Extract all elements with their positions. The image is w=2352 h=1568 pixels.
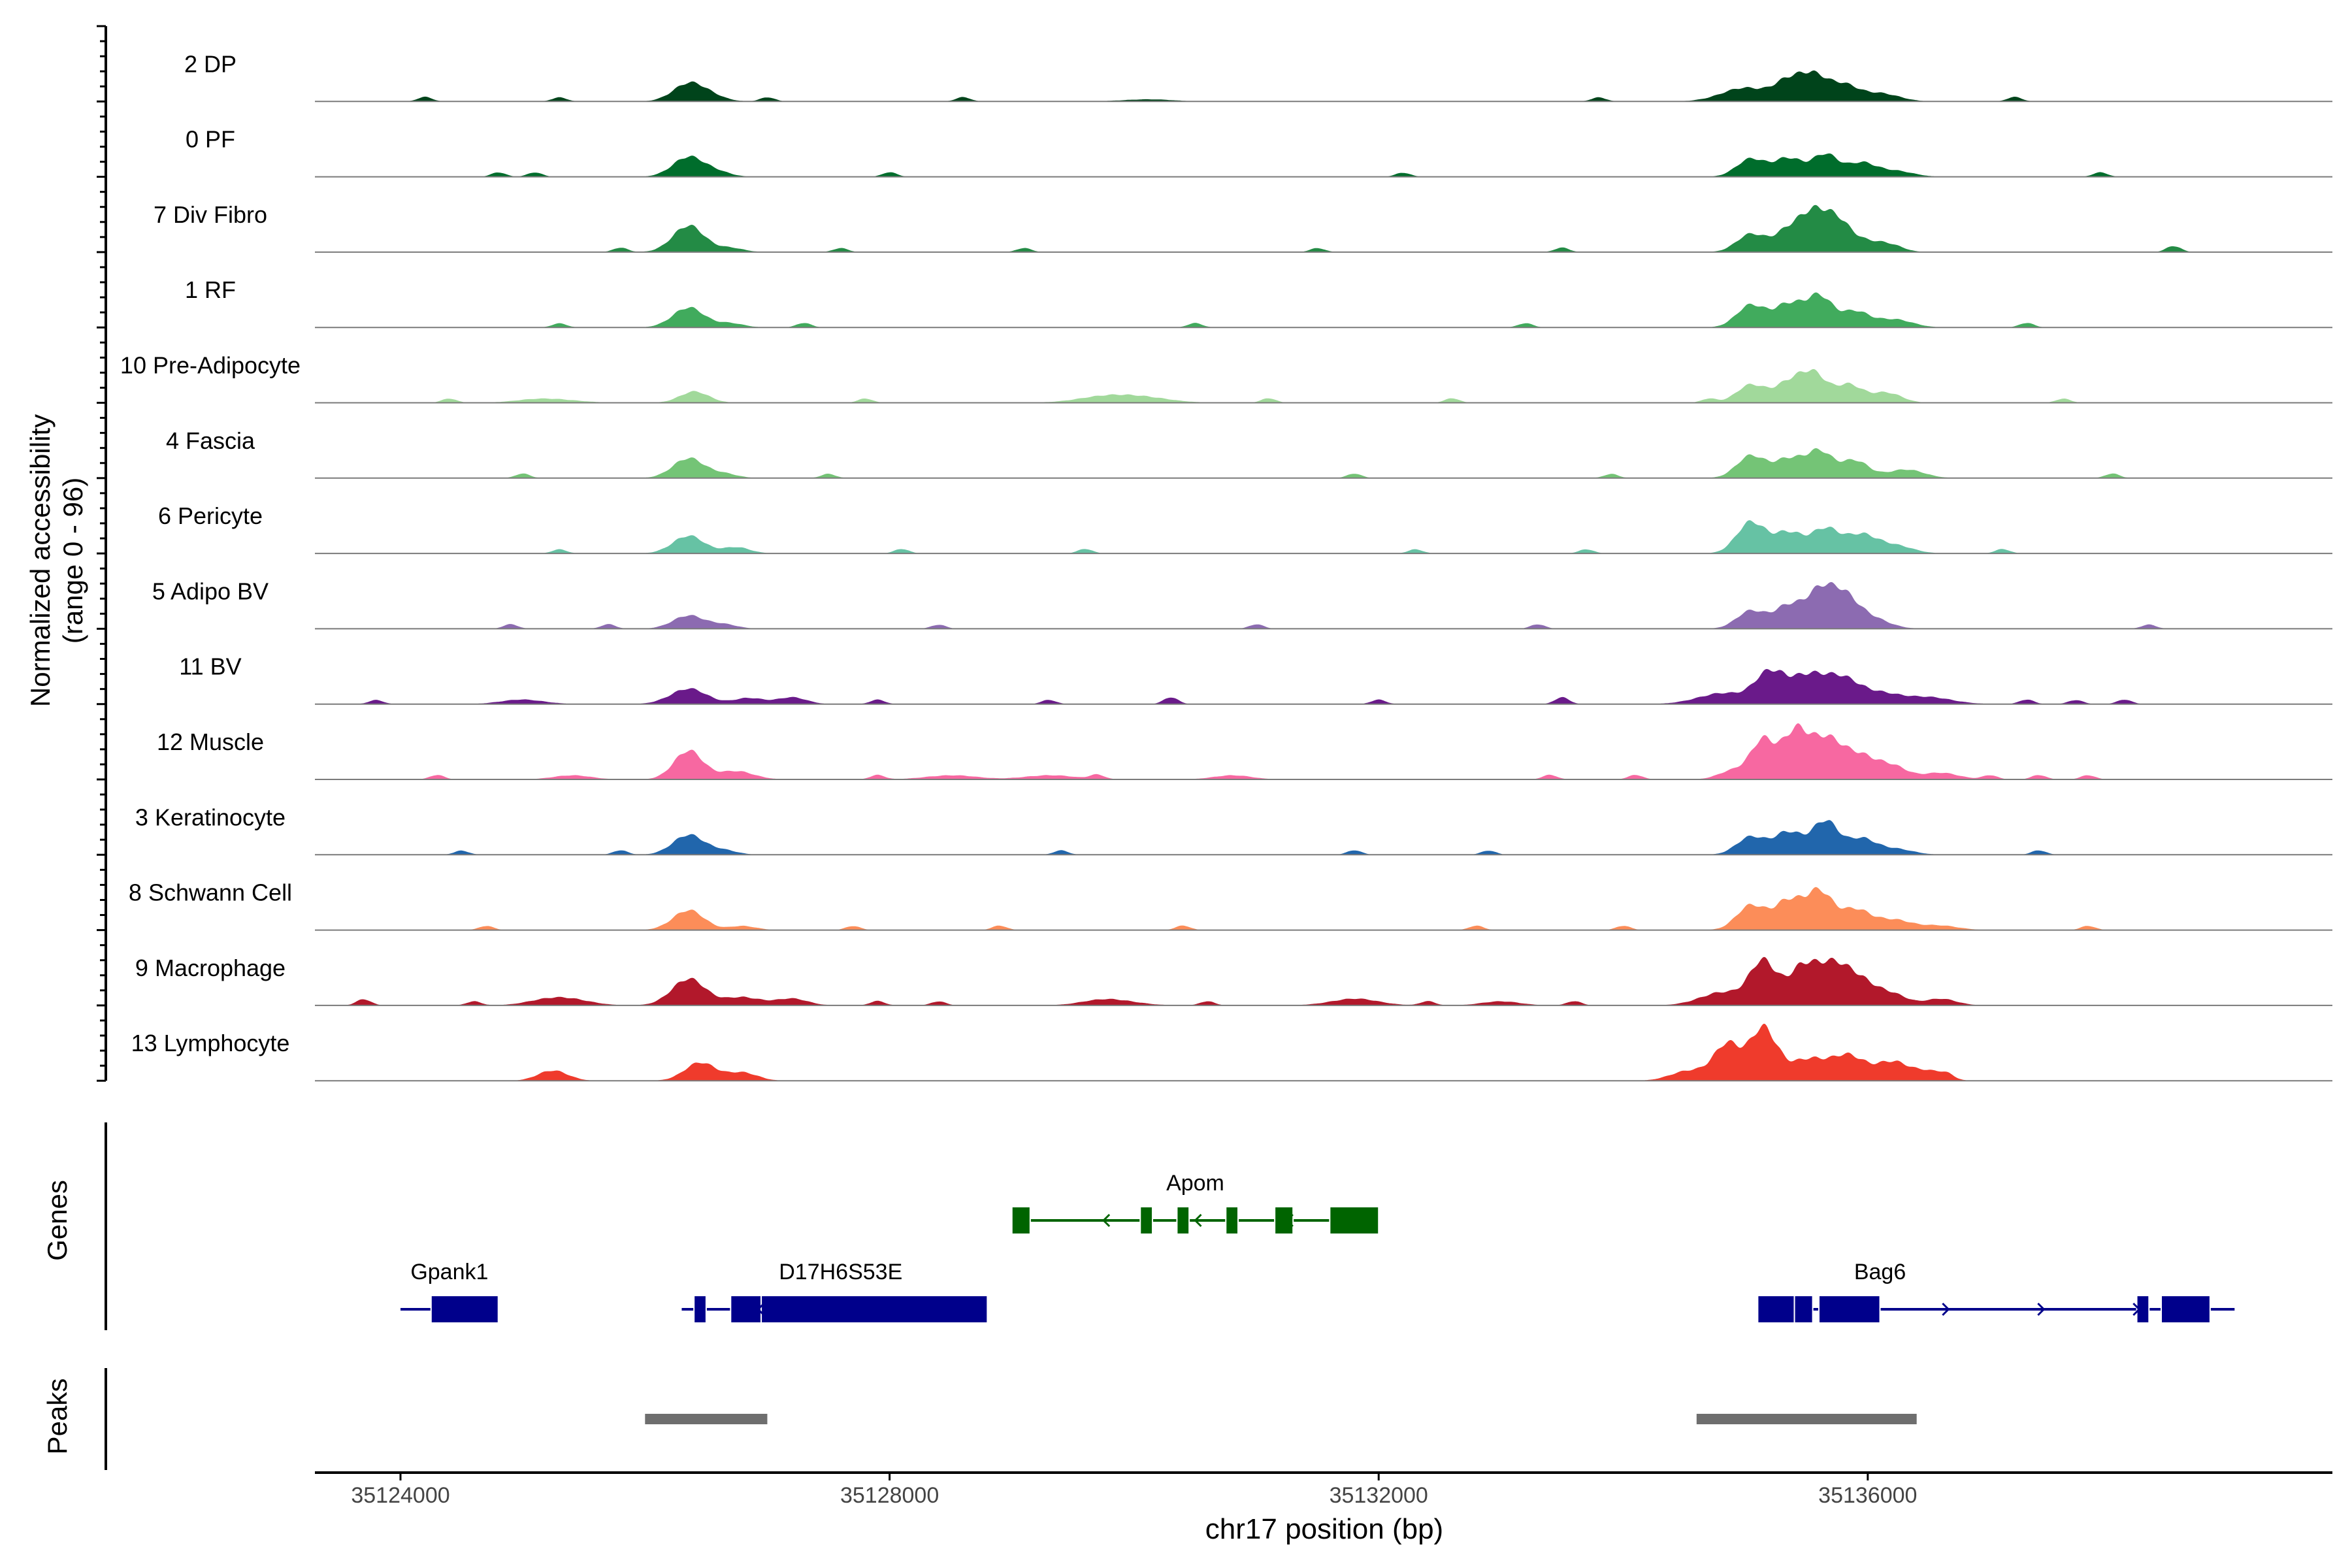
gene-d17h6s53e: D17H6S53E [681,1260,988,1324]
track-5: 4 Fascia [166,427,2332,479]
gene-exon [1793,1295,1814,1324]
gene-apom: Apom [1011,1171,1380,1235]
gene-exon [1329,1206,1380,1235]
gene-exon [2160,1295,2211,1324]
x-axis-label: chr17 position (bp) [1205,1513,1443,1545]
peaks-panel-label: Peaks [42,1379,73,1455]
track-1: 0 PF [186,126,2332,178]
track-label: 4 Fascia [166,427,255,454]
track-label: 13 Lymphocyte [131,1030,290,1056]
gene-label: Apom [1166,1171,1224,1196]
coverage-area [315,520,2332,554]
strand-arrow [909,1302,918,1316]
coverage-area [315,204,2332,252]
coverage-area [315,153,2332,177]
gene-exon [1176,1206,1190,1235]
track-3: 1 RF [185,276,2332,329]
track-label: 0 PF [186,126,235,153]
x-tick-label: 35136000 [1818,1483,1917,1508]
track-label: 11 BV [179,653,241,680]
x-tick-label: 35132000 [1330,1483,1428,1508]
strand-arrow [1285,1213,1294,1228]
gene-label: D17H6S53E [779,1260,902,1284]
track-label: 5 Adipo BV [152,578,269,604]
gene-gpank1: Gpank1 [400,1260,499,1324]
track-label: 8 Schwann Cell [129,879,292,906]
track-label: 2 DP [184,50,237,77]
strand-arrow [833,1302,841,1316]
y-axis-label-range: (range 0 - 96) [57,478,88,644]
gene-exon [430,1295,499,1324]
coverage-area [315,1023,2332,1081]
coverage-area [315,723,2332,779]
gene-exon [1139,1206,1153,1235]
gene-bag6: Bag6 [1757,1260,2235,1324]
peaks-panel [105,1368,1917,1470]
strand-arrow [1942,1302,1950,1316]
track-label: 12 Muscle [157,728,264,755]
coverage-area [315,956,2332,1005]
coverage-area [315,368,2332,403]
track-label: 3 Keratinocyte [135,804,286,830]
gene-exon [760,1295,988,1324]
coverage-area [315,669,2332,704]
strand-arrow [2132,1302,2141,1316]
coverage-area [315,581,2332,629]
track-0: 2 DP [184,50,2332,103]
track-11: 8 Schwann Cell [129,879,2332,931]
track-13: 13 Lymphocyte [131,1023,2332,1082]
x-tick-label: 35128000 [840,1483,939,1508]
track-label: 1 RF [185,276,236,303]
peak-region [645,1414,768,1424]
gene-exon [693,1295,707,1324]
genes-panel-label: Genes [42,1180,73,1261]
x-axis: 35124000 35128000 35132000 35136000 [315,1471,2332,1508]
gene-exon [730,1295,762,1324]
strand-arrow [757,1302,765,1316]
gene-exon [1274,1206,1294,1235]
track-label: 9 Macrophage [135,955,286,981]
coverage-area [315,820,2332,855]
track-label: 7 Div Fibro [154,201,267,228]
strand-arrow [1846,1302,1855,1316]
peak-region [1696,1414,1917,1424]
track-2: 7 Div Fibro [154,201,2332,253]
track-12: 9 Macrophage [135,955,2332,1006]
strand-arrow [1194,1213,1202,1228]
coverage-area [315,887,2332,930]
strand-arrow [448,1302,456,1316]
strand-arrow [1102,1213,1111,1228]
track-4: 10 Pre-Adipocyte [120,352,2332,404]
coverage-area [315,292,2332,328]
gene-exon [1011,1206,1031,1235]
track-10: 3 Keratinocyte [135,804,2332,856]
x-tick-label: 35124000 [351,1483,449,1508]
gene-exon [1818,1295,1881,1324]
track-8: 11 BV [179,653,2332,705]
gene-label: Gpank1 [410,1260,488,1284]
genes-panel: Apom Gpank1 D17H6S53E Bag6 [105,1122,2235,1330]
coverage-area [315,70,2332,102]
track-9: 12 Muscle [157,723,2332,780]
gene-exon [1225,1206,1239,1235]
coverage-tracks: 2 DP 0 PF 7 Div Fibro 1 RF 10 Pre-Adipocyte 4… [97,25,2332,1082]
track-label: 6 Pericyte [158,502,263,529]
track-7: 5 Adipo BV [152,578,2332,630]
coverage-area [315,448,2332,478]
strand-arrow [2037,1302,2046,1316]
track-label: 10 Pre-Adipocyte [120,352,301,379]
gene-exon [2136,1295,2150,1324]
gene-exon [1757,1295,1795,1324]
gene-label: Bag6 [1854,1260,1906,1284]
y-axis-label: Normalized accessibility [25,414,56,707]
track-6: 6 Pericyte [158,502,2332,555]
